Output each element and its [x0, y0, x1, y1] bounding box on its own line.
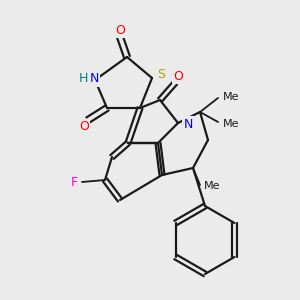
Text: Me: Me — [223, 92, 239, 102]
Text: O: O — [173, 70, 183, 83]
Text: F: F — [70, 176, 78, 188]
Text: H: H — [78, 73, 88, 85]
Text: Me: Me — [204, 181, 220, 191]
Text: N: N — [89, 73, 99, 85]
Text: O: O — [115, 23, 125, 37]
Text: S: S — [157, 68, 165, 82]
Text: N: N — [183, 118, 193, 130]
Text: O: O — [79, 121, 89, 134]
Text: Me: Me — [223, 119, 239, 129]
